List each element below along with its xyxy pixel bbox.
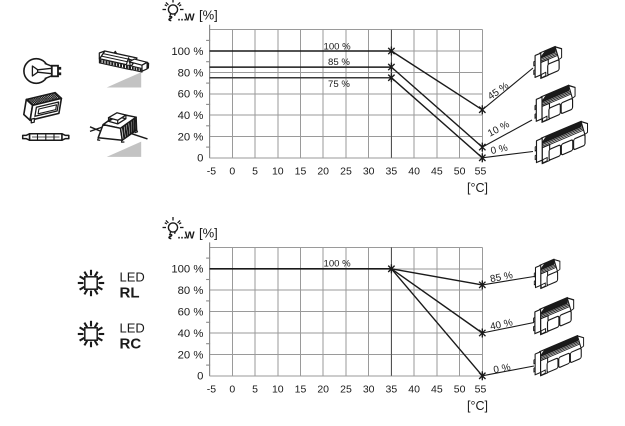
- svg-text:100 %: 100 %: [171, 46, 203, 58]
- svg-text:0 %: 0 %: [490, 143, 509, 157]
- svg-text:LED: LED: [120, 321, 145, 336]
- svg-text:100 %: 100 %: [324, 41, 352, 52]
- svg-text:0 %: 0 %: [493, 362, 512, 376]
- svg-text:35: 35: [386, 383, 398, 395]
- svg-text:60 %: 60 %: [178, 89, 204, 101]
- svg-text:W: W: [185, 230, 195, 242]
- svg-text:...: ...: [178, 12, 187, 24]
- svg-text:W: W: [185, 12, 195, 24]
- svg-text:0: 0: [229, 383, 235, 395]
- svg-text:55: 55: [475, 383, 487, 395]
- svg-text:40: 40: [408, 383, 420, 395]
- svg-text:55: 55: [475, 165, 487, 177]
- svg-text:15: 15: [295, 383, 307, 395]
- svg-text:30: 30: [363, 383, 375, 395]
- svg-text:[%]: [%]: [199, 8, 218, 23]
- svg-text:80 %: 80 %: [178, 67, 204, 79]
- svg-text:45: 45: [431, 165, 443, 177]
- svg-text:RC: RC: [120, 336, 142, 353]
- svg-text:RL: RL: [120, 285, 140, 302]
- svg-text:LED: LED: [120, 270, 145, 285]
- svg-text:100 %: 100 %: [171, 264, 203, 276]
- svg-text:45: 45: [431, 383, 443, 395]
- svg-text:35: 35: [386, 165, 398, 177]
- svg-text:[°C]: [°C]: [467, 399, 488, 413]
- svg-text:40 %: 40 %: [178, 328, 204, 340]
- svg-text:25: 25: [340, 383, 352, 395]
- svg-text:80 %: 80 %: [178, 285, 204, 297]
- svg-text:40 %: 40 %: [489, 317, 514, 333]
- svg-text:25: 25: [340, 165, 352, 177]
- svg-text:85 %: 85 %: [489, 270, 514, 285]
- svg-text:-5: -5: [207, 383, 216, 395]
- svg-text:5: 5: [252, 383, 258, 395]
- svg-text:20 %: 20 %: [178, 349, 204, 361]
- svg-text:[%]: [%]: [199, 226, 218, 241]
- svg-text:0: 0: [197, 371, 203, 383]
- svg-text:-5: -5: [207, 165, 216, 177]
- svg-text:15: 15: [295, 165, 307, 177]
- svg-text:30: 30: [363, 165, 375, 177]
- svg-text:...: ...: [178, 230, 187, 242]
- svg-text:0: 0: [229, 165, 235, 177]
- svg-text:5: 5: [252, 165, 258, 177]
- svg-text:20 %: 20 %: [178, 131, 204, 143]
- svg-text:20: 20: [317, 383, 329, 395]
- svg-text:75 %: 75 %: [328, 79, 350, 90]
- svg-text:[°C]: [°C]: [467, 181, 488, 195]
- svg-text:100 %: 100 %: [324, 258, 352, 269]
- svg-text:10: 10: [272, 165, 284, 177]
- svg-text:50: 50: [454, 383, 466, 395]
- svg-text:0: 0: [197, 153, 203, 165]
- svg-text:10: 10: [272, 383, 284, 395]
- svg-text:40 %: 40 %: [178, 110, 204, 122]
- svg-text:40: 40: [408, 165, 420, 177]
- svg-text:60 %: 60 %: [178, 307, 204, 319]
- svg-text:85 %: 85 %: [328, 57, 350, 68]
- svg-text:50: 50: [454, 165, 466, 177]
- svg-text:20: 20: [317, 165, 329, 177]
